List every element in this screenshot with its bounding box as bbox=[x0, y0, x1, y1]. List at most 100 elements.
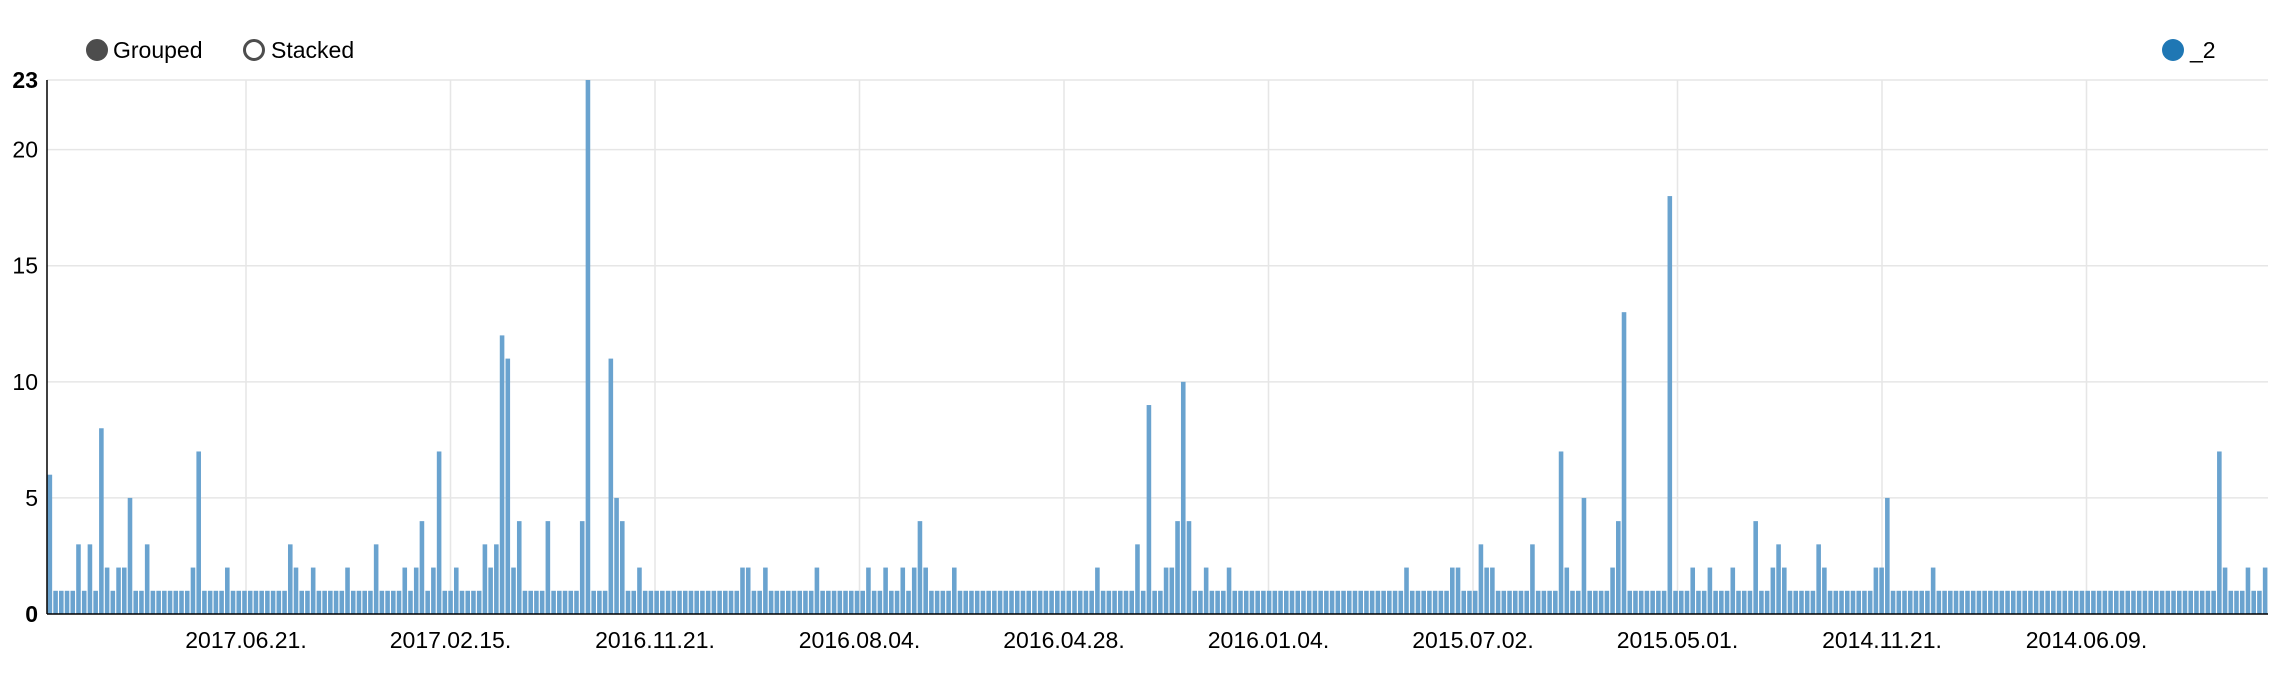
bar[interactable] bbox=[923, 567, 928, 614]
bar[interactable] bbox=[1398, 590, 1404, 614]
bar[interactable] bbox=[654, 590, 659, 614]
bar[interactable] bbox=[677, 590, 682, 614]
bar[interactable] bbox=[1066, 590, 1072, 614]
bar[interactable] bbox=[431, 567, 436, 614]
bar[interactable] bbox=[1095, 567, 1100, 614]
bar[interactable] bbox=[1083, 590, 1089, 614]
bar[interactable] bbox=[1186, 521, 1192, 614]
bar[interactable] bbox=[1804, 590, 1810, 614]
bar[interactable] bbox=[1684, 590, 1690, 614]
bar[interactable] bbox=[1129, 590, 1135, 614]
bar[interactable] bbox=[1553, 590, 1558, 614]
bar[interactable] bbox=[1564, 567, 1570, 614]
bar[interactable] bbox=[614, 497, 619, 614]
bar[interactable] bbox=[2205, 590, 2211, 614]
bar[interactable] bbox=[1638, 590, 1644, 614]
bar[interactable] bbox=[1381, 590, 1386, 614]
bar[interactable] bbox=[2102, 590, 2108, 614]
bar[interactable] bbox=[448, 590, 453, 614]
bar[interactable] bbox=[625, 590, 631, 614]
bar[interactable] bbox=[150, 590, 156, 614]
bar[interactable] bbox=[373, 544, 379, 614]
bar[interactable] bbox=[87, 544, 93, 614]
bar[interactable] bbox=[1014, 590, 1020, 614]
bar[interactable] bbox=[1982, 590, 1987, 614]
bar[interactable] bbox=[76, 544, 81, 614]
bar[interactable] bbox=[906, 590, 911, 614]
bar[interactable] bbox=[1341, 590, 1346, 614]
bar[interactable] bbox=[1724, 590, 1730, 614]
bar[interactable] bbox=[316, 590, 322, 614]
bar[interactable] bbox=[619, 521, 625, 614]
bar[interactable] bbox=[425, 590, 430, 614]
bar[interactable] bbox=[591, 590, 596, 614]
bar[interactable] bbox=[785, 590, 791, 614]
bar[interactable] bbox=[1501, 590, 1507, 614]
bar[interactable] bbox=[660, 590, 665, 614]
bar[interactable] bbox=[1701, 590, 1707, 614]
bar[interactable] bbox=[1541, 590, 1547, 614]
bar[interactable] bbox=[402, 567, 408, 614]
bar[interactable] bbox=[1535, 590, 1541, 614]
bar[interactable] bbox=[831, 590, 837, 614]
bar[interactable] bbox=[2199, 590, 2205, 614]
bar[interactable] bbox=[2016, 590, 2022, 614]
bar[interactable] bbox=[1140, 590, 1146, 614]
bar[interactable] bbox=[1226, 567, 1232, 614]
bar[interactable] bbox=[1810, 590, 1816, 614]
bar[interactable] bbox=[1598, 590, 1604, 614]
bar[interactable] bbox=[1656, 590, 1661, 614]
bar[interactable] bbox=[940, 590, 946, 614]
bar[interactable] bbox=[287, 544, 293, 614]
bar[interactable] bbox=[808, 590, 814, 614]
bar[interactable] bbox=[1907, 590, 1913, 614]
bar[interactable] bbox=[1822, 567, 1827, 614]
bar[interactable] bbox=[1020, 590, 1026, 614]
bar[interactable] bbox=[247, 590, 253, 614]
bar[interactable] bbox=[293, 567, 299, 614]
bar[interactable] bbox=[557, 590, 562, 614]
bar[interactable] bbox=[1266, 590, 1272, 614]
bar[interactable] bbox=[700, 590, 705, 614]
bar[interactable] bbox=[1306, 590, 1312, 614]
bar[interactable] bbox=[826, 590, 831, 614]
bar[interactable] bbox=[379, 590, 385, 614]
bar[interactable] bbox=[2245, 567, 2251, 614]
bar[interactable] bbox=[929, 590, 934, 614]
bar[interactable] bbox=[1484, 567, 1489, 614]
bar[interactable] bbox=[1696, 590, 1701, 614]
bar[interactable] bbox=[642, 590, 648, 614]
bar[interactable] bbox=[2154, 590, 2159, 614]
bar[interactable] bbox=[1587, 590, 1592, 614]
bar[interactable] bbox=[305, 590, 310, 614]
bar[interactable] bbox=[1369, 590, 1375, 614]
stacked-radio-icon[interactable] bbox=[243, 39, 265, 61]
bar[interactable] bbox=[1759, 590, 1764, 614]
bar[interactable] bbox=[1089, 590, 1094, 614]
bar[interactable] bbox=[1930, 567, 1936, 614]
bar[interactable] bbox=[2010, 590, 2016, 614]
bar[interactable] bbox=[1890, 590, 1896, 614]
grouped-radio-icon[interactable] bbox=[86, 39, 108, 61]
bar[interactable] bbox=[1650, 590, 1655, 614]
bar[interactable] bbox=[110, 590, 116, 614]
bar[interactable] bbox=[1158, 590, 1163, 614]
bar[interactable] bbox=[682, 590, 688, 614]
bar[interactable] bbox=[236, 590, 242, 614]
bar[interactable] bbox=[144, 544, 150, 614]
bar[interactable] bbox=[551, 590, 556, 614]
bar[interactable] bbox=[631, 590, 637, 614]
bar[interactable] bbox=[963, 590, 969, 614]
bar[interactable] bbox=[980, 590, 986, 614]
bar[interactable] bbox=[64, 590, 70, 614]
bar[interactable] bbox=[1959, 590, 1965, 614]
bar[interactable] bbox=[2073, 590, 2079, 614]
bar[interactable] bbox=[911, 567, 917, 614]
bar[interactable] bbox=[2171, 590, 2176, 614]
bar[interactable] bbox=[1827, 590, 1833, 614]
bar[interactable] bbox=[81, 590, 87, 614]
bar[interactable] bbox=[2108, 590, 2113, 614]
bar[interactable] bbox=[2136, 590, 2142, 614]
bar[interactable] bbox=[2188, 590, 2194, 614]
bar[interactable] bbox=[190, 567, 196, 614]
